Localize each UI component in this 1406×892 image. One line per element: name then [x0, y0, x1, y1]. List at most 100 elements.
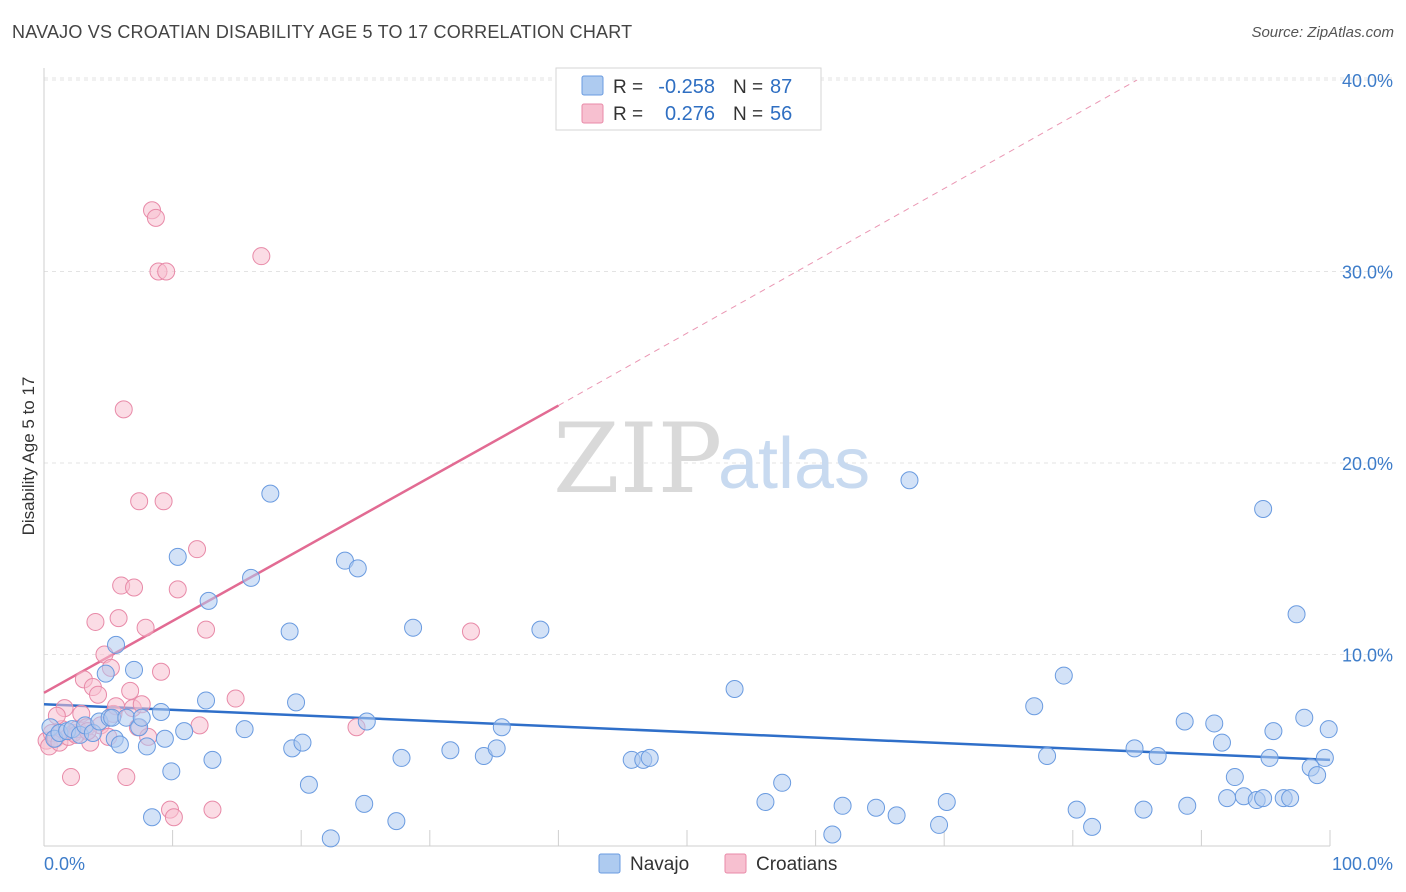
trend-lines: [43, 79, 1331, 762]
point-navajo: [1287, 605, 1306, 624]
navajo-n-label: N =: [733, 77, 763, 98]
point-navajo: [175, 722, 194, 741]
point-navajo: [357, 712, 376, 731]
point-navajo: [1148, 746, 1167, 765]
x-axis-ticks: [172, 830, 1331, 846]
point-navajo: [930, 815, 949, 834]
point-croatians: [226, 689, 245, 708]
point-navajo: [1308, 766, 1327, 785]
croatians-n-label: N =: [733, 104, 763, 125]
point-croatians: [203, 800, 222, 819]
point-navajo: [168, 547, 187, 566]
point-navajo: [1295, 708, 1314, 727]
bottom-legend: Navajo Croatians: [598, 853, 837, 875]
legend-croatians-swatch: [724, 853, 747, 874]
point-navajo: [441, 741, 460, 760]
point-croatians: [461, 622, 480, 641]
point-navajo: [1067, 800, 1086, 819]
point-navajo: [887, 806, 906, 825]
point-navajo: [1125, 739, 1144, 758]
point-navajo: [1264, 722, 1283, 741]
trend-line-navajo: [43, 703, 1331, 762]
point-navajo: [1281, 789, 1300, 808]
trend-extrapolation-croatians: [558, 79, 1138, 406]
point-croatians: [125, 578, 144, 597]
croatians-r-label: R =: [613, 104, 643, 125]
point-croatians: [190, 716, 209, 735]
point-navajo: [162, 762, 181, 781]
point-croatians: [146, 208, 165, 227]
point-navajo: [235, 720, 254, 739]
point-navajo: [1225, 768, 1244, 787]
point-navajo: [833, 796, 852, 815]
gridlines: [44, 77, 1393, 655]
navajo-swatch: [581, 75, 604, 96]
point-navajo: [756, 792, 775, 811]
point-navajo: [1205, 714, 1224, 733]
point-croatians: [117, 768, 136, 787]
point-croatians: [86, 612, 105, 631]
y-axis-title: Disability Age 5 to 17: [19, 377, 38, 536]
y-tick-label: 40.0%: [1342, 71, 1393, 91]
point-navajo: [132, 708, 151, 727]
point-navajo: [1260, 748, 1279, 767]
point-navajo: [937, 792, 956, 811]
legend-navajo-swatch: [598, 853, 621, 874]
trend-line-croatians: [43, 404, 560, 694]
watermark-atlas: atlas: [718, 424, 870, 504]
point-navajo: [1254, 499, 1273, 518]
legend-navajo-label: Navajo: [630, 854, 689, 875]
x-tick-label-min: 0.0%: [44, 854, 85, 874]
point-croatians: [89, 685, 108, 704]
point-croatians: [121, 681, 140, 700]
point-navajo: [531, 620, 550, 639]
point-navajo: [155, 729, 174, 748]
point-navajo: [1212, 733, 1231, 752]
point-navajo: [199, 591, 218, 610]
point-croatians: [197, 620, 216, 639]
point-croatians: [188, 540, 207, 559]
y-tick-label: 20.0%: [1342, 454, 1393, 474]
point-croatians: [152, 662, 171, 681]
point-navajo: [1175, 712, 1194, 731]
point-navajo: [242, 568, 261, 587]
point-navajo: [348, 559, 367, 578]
point-navajo: [1319, 720, 1338, 739]
point-navajo: [1315, 748, 1334, 767]
point-navajo: [261, 484, 280, 503]
point-navajo: [1254, 789, 1273, 808]
point-navajo: [96, 664, 115, 683]
point-croatians: [164, 808, 183, 827]
point-navajo: [1134, 800, 1153, 819]
point-navajo: [900, 471, 919, 490]
point-navajo: [137, 737, 156, 756]
point-croatians: [168, 580, 187, 599]
point-croatians: [62, 768, 81, 787]
y-tick-labels: 10.0% 20.0% 30.0% 40.0%: [1342, 71, 1393, 666]
point-navajo: [725, 679, 744, 698]
point-navajo: [110, 735, 129, 754]
point-navajo: [152, 702, 171, 721]
croatians-r-value: 0.276: [665, 103, 715, 125]
y-tick-label: 30.0%: [1342, 263, 1393, 283]
point-navajo: [640, 748, 659, 767]
croatians-swatch: [581, 103, 604, 124]
point-croatians: [109, 609, 128, 628]
point-navajo: [867, 798, 886, 817]
point-navajo: [392, 748, 411, 767]
navajo-n-value: 87: [770, 76, 792, 98]
point-navajo: [197, 691, 216, 710]
point-navajo: [773, 773, 792, 792]
data-points: [37, 201, 1338, 848]
point-navajo: [1038, 746, 1057, 765]
point-navajo: [287, 693, 306, 712]
chart-title: NAVAJO VS CROATIAN DISABILITY AGE 5 TO 1…: [12, 22, 633, 42]
point-navajo: [1083, 817, 1102, 836]
croatians-n-value: 56: [770, 103, 792, 125]
point-navajo: [492, 718, 511, 737]
point-navajo: [1178, 796, 1197, 815]
source-label: Source: ZipAtlas.com: [1251, 24, 1394, 41]
point-navajo: [487, 739, 506, 758]
watermark-zip: ZIP: [553, 403, 722, 515]
